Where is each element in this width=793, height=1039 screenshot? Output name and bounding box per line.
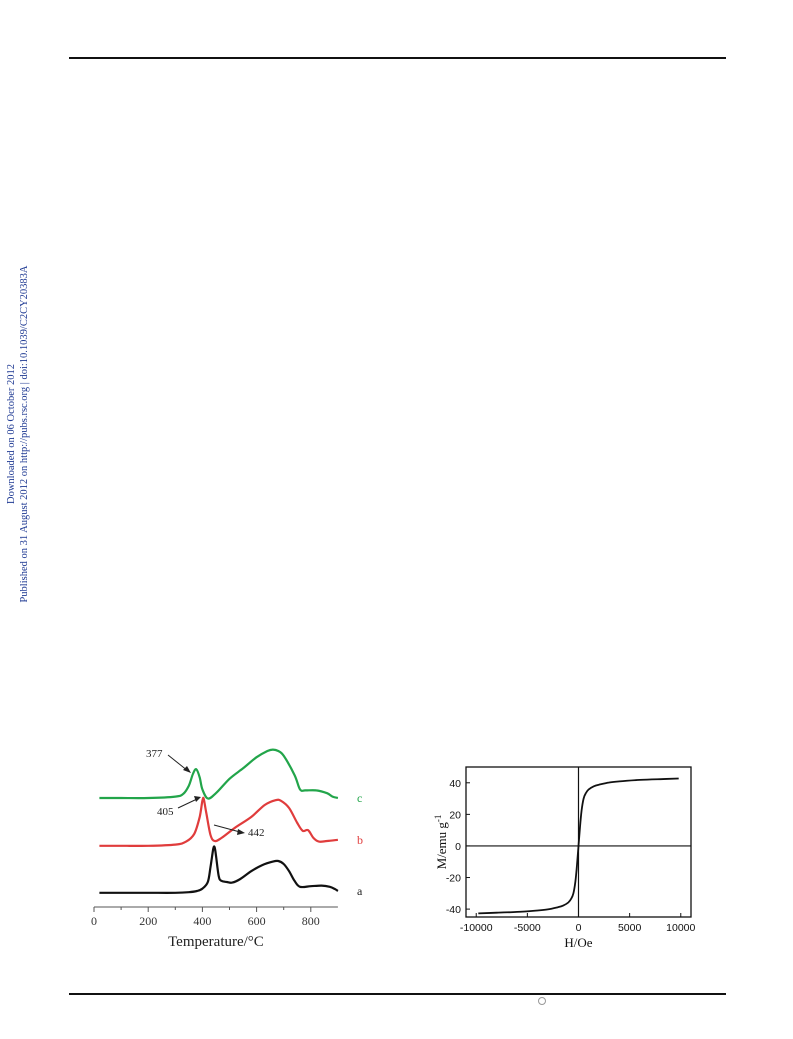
- y-tick-label: -20: [446, 873, 461, 885]
- y-axis-label: M/emu g-1: [433, 815, 449, 870]
- y-tick-label: 0: [455, 841, 461, 853]
- side-provenance-text: Downloaded on 06 October 2012 Published …: [3, 262, 35, 606]
- y-tick-label: 20: [449, 809, 461, 821]
- x-tick-label: 200: [139, 914, 157, 928]
- annotation-442: 442: [248, 827, 265, 839]
- annotation-377: 377: [146, 748, 163, 760]
- x-tick-label: 5000: [618, 922, 642, 934]
- x-tick-label: 10000: [666, 922, 695, 934]
- x-axis-label: Temperature/°C: [168, 934, 264, 950]
- annotation-377-arrowhead: [183, 766, 191, 773]
- downloaded-line: Downloaded on 06 October 2012: [6, 364, 17, 504]
- annotation-405: 405: [157, 806, 174, 818]
- x-tick-label: 800: [302, 914, 320, 928]
- annotation-377-arrow: [167, 754, 189, 772]
- x-tick-label: 0: [91, 914, 97, 928]
- y-tick-label: -40: [446, 904, 461, 916]
- page-marker-circle: [538, 997, 546, 1005]
- series-c-line: [99, 748, 339, 800]
- footer-rule: [69, 993, 726, 995]
- magnetization-chart: -10000 -5000 0 5000 10000 -40 -20 0 20 40 H/Oe M/em…: [420, 755, 720, 970]
- magnetization-curve: [478, 777, 679, 915]
- series-a-line: [99, 845, 339, 894]
- published-line: Published on 31 August 2012 on http://pu…: [19, 265, 30, 602]
- x-tick-label: 400: [193, 914, 211, 928]
- x-tick-label: 600: [248, 914, 266, 928]
- series-c-label: c: [357, 791, 362, 805]
- x-tick-label: 0: [576, 922, 582, 934]
- thermal-analysis-chart: 0 200 400 600 800 Temperature/°C a b c 377 405 442: [60, 735, 380, 950]
- annotation-442-arrowhead: [237, 829, 245, 835]
- x-tick-label: -10000: [460, 922, 493, 934]
- series-a-label: a: [357, 884, 363, 898]
- annotation-405-arrow: [177, 798, 198, 809]
- x-tick-label: -5000: [514, 922, 541, 934]
- header-rule: [69, 57, 726, 59]
- annotation-442-arrow: [213, 824, 241, 833]
- series-b-label: b: [357, 833, 363, 847]
- annotation-405-arrowhead: [194, 796, 201, 802]
- x-axis-label: H/Oe: [564, 935, 592, 950]
- y-tick-label: 40: [449, 778, 461, 790]
- series-b-line: [99, 796, 339, 847]
